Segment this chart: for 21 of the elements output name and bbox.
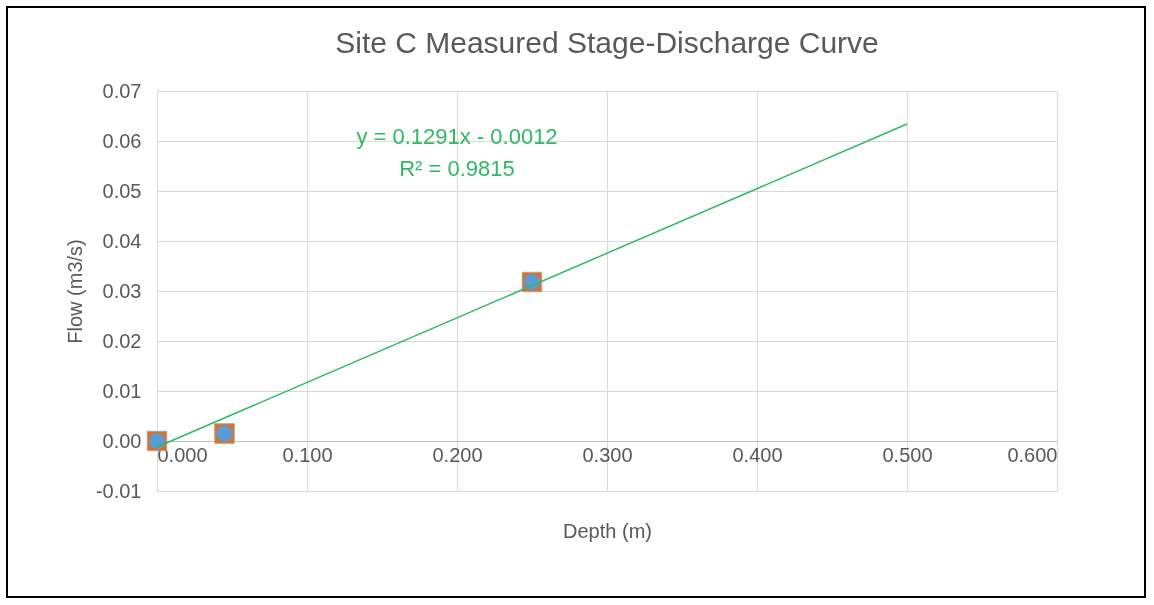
x-tick-label: 0.100 [282, 443, 333, 466]
x-tick-label: 0.600 [1007, 443, 1058, 466]
y-tick-label: 0.00 [102, 429, 142, 452]
y-tick-label: 0.04 [102, 229, 142, 252]
annotation: R² = 0.9815 [399, 156, 515, 181]
x-axis-title: Depth (m) [563, 519, 652, 542]
y-axis-title: Flow (m3/s) [63, 239, 86, 344]
y-tick-label: 0.06 [102, 129, 142, 152]
y-tick-label: 0.03 [102, 279, 142, 302]
y-tick-label: 0.02 [102, 329, 142, 352]
x-tick-label: 0.400 [732, 443, 783, 466]
annotation: y = 0.1291x - 0.0012 [356, 124, 558, 149]
x-tick-label: 0.300 [582, 443, 633, 466]
y-tick-label: 0.01 [102, 379, 142, 402]
y-tick-label: -0.01 [95, 479, 142, 502]
x-tick-label: 0.500 [882, 443, 933, 466]
x-tick-label: 0.200 [432, 443, 483, 466]
y-tick-label: 0.05 [102, 179, 142, 202]
x-tick-label: 0.000 [157, 443, 208, 466]
y-tick-label: 0.07 [102, 79, 142, 102]
chart-title: Site C Measured Stage-Discharge Curve [335, 26, 879, 59]
